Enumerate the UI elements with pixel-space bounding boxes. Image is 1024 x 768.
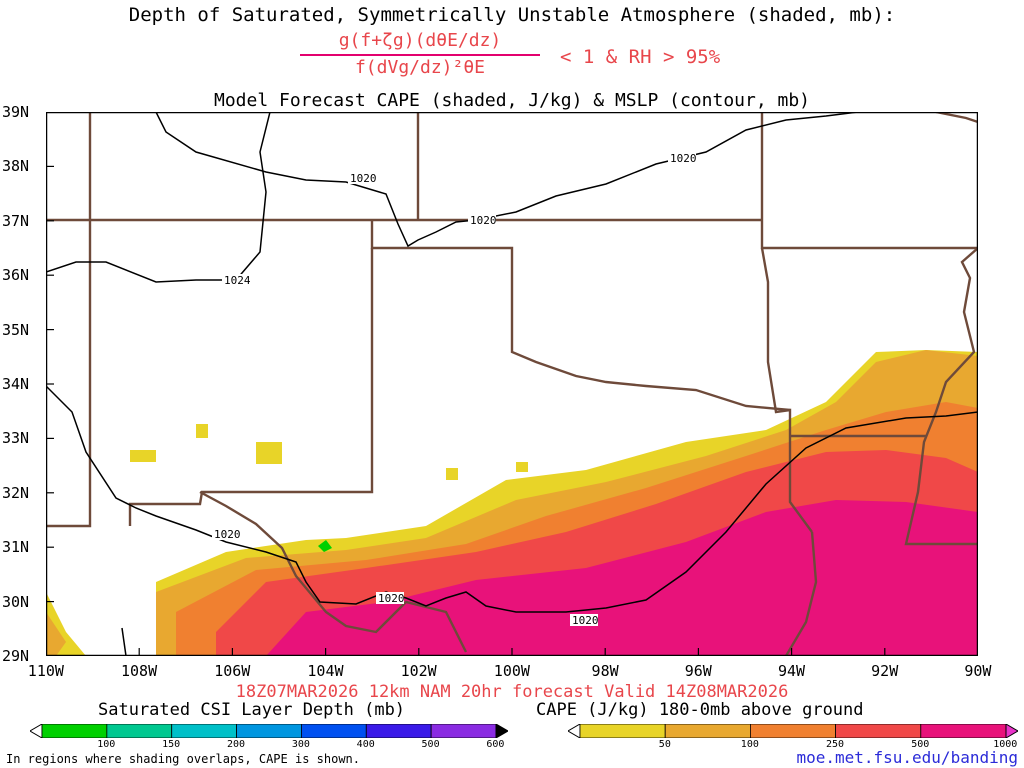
mslp-label: 1024: [222, 274, 251, 287]
colorbar-swatch: [749, 724, 836, 738]
colorbar-tick-label: 500: [421, 739, 440, 750]
csi-speck: [318, 540, 332, 552]
colorbar-end: [568, 724, 581, 738]
lat-label: 31N: [2, 538, 30, 557]
lat-label: 37N: [2, 211, 30, 230]
colorbar-end: [1005, 724, 1018, 738]
lon-label: 108W: [121, 662, 158, 680]
formula-numerator: g(f+ζg)(dθE/dz): [338, 30, 502, 51]
lon-ticks: [46, 648, 978, 656]
cape-1000: [266, 500, 978, 656]
map-panel: 1020 1020 1020 1024 1020 1020 1020: [46, 112, 978, 656]
lon-label: 110W: [27, 662, 64, 680]
mslp-contours: [46, 112, 978, 656]
mslp-label: 1020: [668, 152, 697, 165]
mslp-label: 1020: [570, 614, 599, 627]
source-link[interactable]: moe.met.fsu.edu/banding: [796, 748, 1018, 767]
lon-label: 102W: [400, 662, 437, 680]
state-borders: [46, 112, 978, 656]
colorbar-tick-label: 100: [740, 739, 759, 750]
colorbar-tick-label: 150: [162, 739, 181, 750]
mslp-label: 1020: [348, 172, 377, 185]
formula-denominator: f(dVg/dz)²θE: [354, 57, 486, 78]
svg-text:1024: 1024: [224, 274, 251, 287]
csi-colorbar-title: Saturated CSI Layer Depth (mb): [98, 700, 406, 720]
lon-label: 92W: [871, 662, 899, 680]
lat-label: 35N: [2, 320, 30, 339]
formula: g(f+ζg)(dθE/dz) f(dVg/dz)²θE: [300, 30, 540, 78]
colorbar-swatch: [430, 724, 497, 738]
svg-text:1020: 1020: [214, 528, 241, 541]
colorbar-tick-label: 200: [226, 739, 246, 750]
lon-label: 100W: [493, 662, 530, 680]
lat-label: 33N: [2, 429, 30, 448]
mslp-labels: 1020 1020 1020 1024 1020 1020 1020: [212, 152, 697, 627]
colorbar-tick-label: 500: [911, 739, 930, 750]
colorbar-swatch: [664, 724, 751, 738]
colorbar-swatch: [41, 724, 108, 738]
cape-colorbar: [568, 724, 1018, 738]
subtitle: Model Forecast CAPE (shaded, J/kg) & MSL…: [213, 90, 811, 111]
colorbar-tick-label: 300: [291, 739, 310, 750]
lat-label: 38N: [2, 157, 30, 176]
lat-label: 36N: [2, 266, 30, 285]
colorbar-swatch: [106, 724, 173, 738]
colorbar-tick-label: 600: [486, 739, 505, 750]
lat-ticks: [46, 112, 54, 656]
formula-condition: < 1 & RH > 95%: [560, 46, 721, 68]
colorbar-tick-label: 1000: [993, 739, 1018, 750]
svg-text:1020: 1020: [572, 614, 599, 627]
lon-label: 98W: [591, 662, 619, 680]
lon-label: 106W: [214, 662, 251, 680]
colorbar-tick-label: 250: [826, 739, 845, 750]
svg-text:1020: 1020: [670, 152, 697, 165]
lat-label: 30N: [2, 592, 30, 611]
lon-label: 96W: [684, 662, 712, 680]
lat-label: 29N: [2, 647, 30, 665]
lat-label: 39N: [2, 103, 30, 121]
cape-shading: [46, 350, 978, 656]
svg-text:1020: 1020: [470, 214, 497, 227]
colorbar-swatch: [236, 724, 302, 738]
mslp-label: 1020: [212, 528, 241, 541]
csi-colorbar: [30, 724, 508, 738]
lon-label: 104W: [307, 662, 344, 680]
cape-colorbar-title: CAPE (J/kg) 180-0mb above ground: [536, 700, 864, 720]
lon-label: 90W: [964, 662, 992, 680]
colorbar-swatch: [920, 724, 1007, 738]
formula-bar: [300, 54, 540, 56]
colorbar-tick-label: 400: [356, 739, 375, 750]
colorbar-end: [30, 724, 43, 738]
mslp-label: 1020: [376, 592, 405, 605]
footer-note: In regions where shading overlaps, CAPE …: [6, 752, 361, 766]
colorbar-end: [495, 724, 508, 738]
svg-text:1020: 1020: [350, 172, 377, 185]
lon-label: 94W: [777, 662, 806, 680]
main-title: Depth of Saturated, Symmetrically Unstab…: [128, 4, 896, 26]
lat-label: 34N: [2, 375, 30, 393]
colorbar-swatch: [171, 724, 237, 738]
svg-text:1020: 1020: [378, 592, 405, 605]
colorbar-tick-label: 50: [658, 739, 671, 750]
colorbar-swatch: [579, 724, 666, 738]
colorbar-swatch: [301, 724, 367, 738]
valid-time: 18Z07MAR2026 12km NAM 20hr forecast Vali…: [235, 682, 789, 702]
colorbar-tick-label: 100: [97, 739, 116, 750]
lat-label: 32N: [2, 483, 30, 502]
colorbar-swatch: [835, 724, 922, 738]
colorbar-swatch: [365, 724, 432, 738]
mslp-label: 1020: [468, 214, 497, 227]
